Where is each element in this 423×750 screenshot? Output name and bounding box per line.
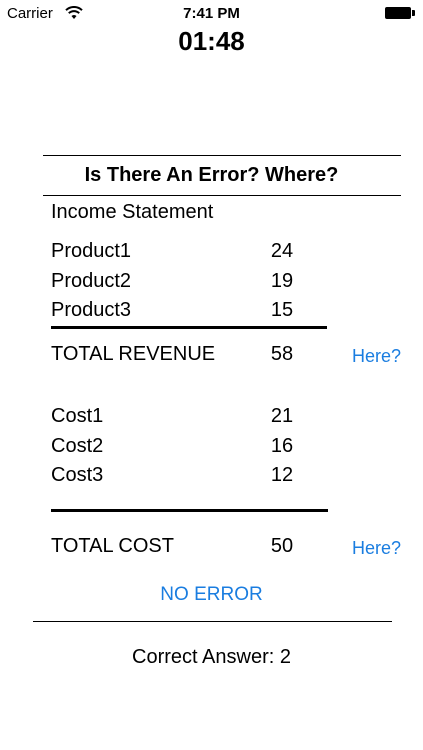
cost-value: 12 [270,464,294,486]
question-heading: Is There An Error? Where? [84,164,339,186]
product-label: Product1 [51,240,132,262]
cost-sum-line [51,509,328,512]
status-bar: Carrier 7:41 PM [0,0,423,28]
total-revenue-label: TOTAL REVENUE [51,343,216,365]
product-value: 15 [270,299,294,321]
divider-question [43,195,401,196]
cost-value: 16 [270,435,294,457]
cost-label: Cost2 [51,435,104,457]
product-value: 19 [270,270,294,292]
total-cost-here-button[interactable]: Here? [352,538,402,558]
no-error-button[interactable]: NO ERROR [160,584,263,605]
status-time: 7:41 PM [183,5,240,22]
divider-bottom [33,621,392,622]
total-revenue-here-button[interactable]: Here? [352,346,402,366]
carrier-label: Carrier [7,5,53,22]
product-value: 24 [270,240,294,262]
product-label: Product2 [51,270,132,292]
wifi-icon [65,6,83,19]
revenue-sum-line [51,326,327,329]
total-cost-value: 50 [270,535,294,557]
countdown-timer: 01:48 [178,26,245,56]
divider-top [43,155,401,156]
total-revenue-value: 58 [270,343,294,365]
correct-answer-text: Correct Answer: 2 [132,646,291,668]
cost-label: Cost3 [51,464,104,486]
battery-icon [385,7,415,19]
cost-label: Cost1 [51,405,104,427]
statement-title: Income Statement [51,201,214,223]
total-cost-label: TOTAL COST [51,535,174,557]
product-label: Product3 [51,299,132,321]
cost-value: 21 [270,405,294,427]
